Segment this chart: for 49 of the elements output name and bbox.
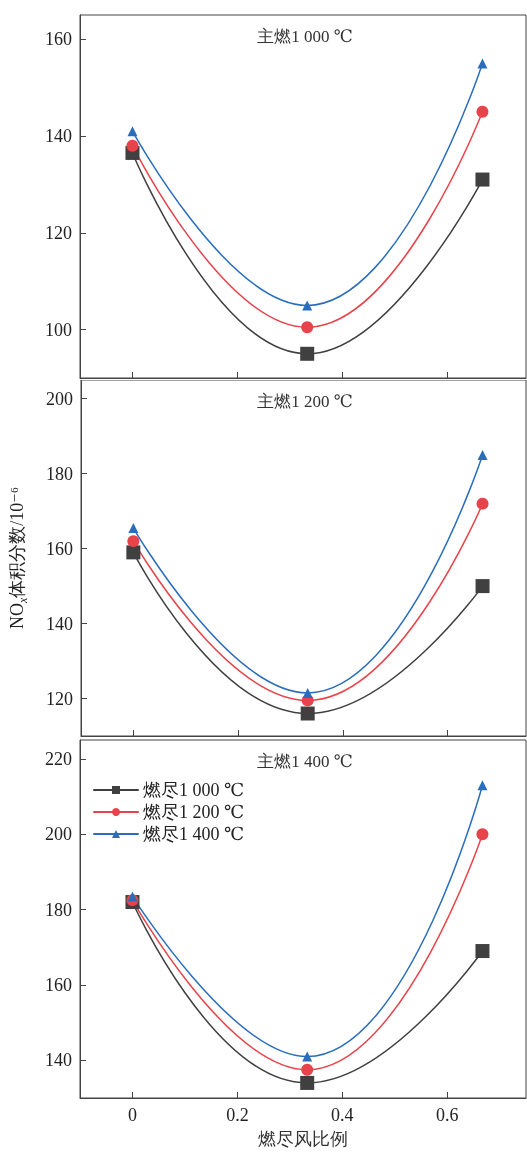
y-tick-label: 120	[45, 222, 72, 243]
point	[476, 828, 489, 841]
x-axis-title: 燃尽风比例	[258, 1129, 348, 1149]
point	[477, 449, 488, 460]
legend-label: 燃尽1 200 ℃	[143, 802, 245, 822]
point	[302, 687, 313, 698]
text: 主燃1 200 ℃	[257, 392, 353, 411]
legend-label: 燃尽1 000 ℃	[143, 780, 245, 800]
point	[302, 300, 313, 311]
point	[477, 58, 488, 69]
point	[476, 497, 489, 510]
point	[475, 579, 490, 594]
point	[300, 1075, 315, 1090]
point	[300, 346, 315, 361]
y-tick-label: 140	[46, 613, 73, 634]
point	[300, 706, 315, 721]
y-tick-label: 140	[45, 126, 72, 146]
x-tick-label: 0	[127, 1105, 137, 1125]
x-tick-label: 0.6	[436, 1105, 459, 1125]
y-axis-title: NOx体积分数/10⁻⁶	[7, 486, 30, 630]
y-tick-label: 200	[46, 388, 73, 409]
point	[127, 891, 138, 902]
point	[126, 545, 141, 560]
point	[127, 535, 140, 548]
y-tick-label: 160	[45, 29, 72, 50]
point	[128, 523, 139, 534]
y-tick-label: 160	[45, 974, 72, 995]
point	[127, 126, 138, 137]
point	[476, 105, 489, 118]
point	[302, 1051, 313, 1062]
text: 主燃1 000 ℃	[257, 27, 353, 46]
point	[301, 1063, 314, 1076]
point	[301, 321, 314, 334]
point	[477, 780, 488, 791]
point	[475, 944, 490, 959]
y-tick-label: 160	[46, 538, 73, 559]
y-tick-label: 100	[45, 319, 72, 340]
point	[126, 139, 139, 152]
x-tick-label: 0.2	[226, 1105, 249, 1125]
point	[475, 172, 490, 187]
legend-label: 燃尽1 400 ℃	[143, 824, 245, 844]
y-tick-label: 220	[45, 748, 72, 769]
y-tick-label: 180	[46, 463, 73, 484]
y-tick-label: 200	[45, 824, 72, 845]
y-tick-label: 180	[45, 899, 72, 920]
text: 主燃1 400 ℃	[257, 752, 353, 771]
y-tick-label: 140	[45, 1050, 72, 1071]
y-tick-label: 120	[46, 688, 73, 709]
x-tick-label: 0.4	[331, 1105, 354, 1125]
